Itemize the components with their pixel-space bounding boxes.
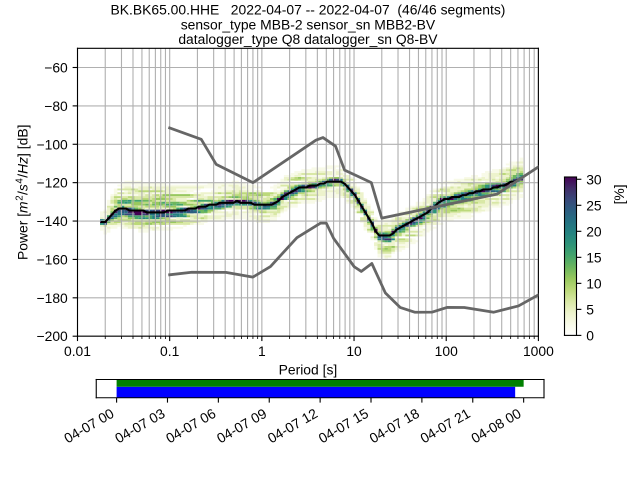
svg-text:0.01: 0.01 [64, 343, 91, 359]
svg-text:−100: −100 [37, 136, 69, 152]
svg-text:P o w e: P o w e r [ / / ] [ d B ] m s H z 2 4 [2, 119, 32, 260]
svg-text:100: 100 [435, 343, 458, 359]
svg-text:[%]: [%] [611, 184, 627, 204]
svg-text:sensor_type MBB-2 sensor_sn MB: sensor_type MBB-2 sensor_sn MBB2-BV [181, 16, 436, 32]
svg-text:1000: 1000 [523, 343, 554, 359]
svg-text:−60: −60 [44, 60, 68, 76]
svg-text:25: 25 [586, 197, 602, 213]
svg-text:Period [s]: Period [s] [279, 361, 338, 377]
svg-text:15: 15 [586, 249, 602, 265]
svg-text:1: 1 [258, 343, 266, 359]
svg-text:−140: −140 [37, 213, 69, 229]
svg-text:−180: −180 [37, 290, 69, 306]
svg-text:datalogger_type Q8 datalogger_: datalogger_type Q8 datalogger_sn Q8-BV [178, 31, 438, 47]
svg-text:0.1: 0.1 [160, 343, 180, 359]
svg-text:−120: −120 [37, 175, 69, 191]
svg-text:5: 5 [586, 301, 594, 317]
svg-text:30: 30 [586, 171, 602, 187]
svg-text:0: 0 [586, 327, 594, 343]
svg-text:10: 10 [586, 275, 602, 291]
svg-text:BK.BK65.00.HHE 2022-04-07 --: BK.BK65.00.HHE 2022-04-07 -- 2022-04-07 … [111, 1, 506, 17]
svg-text:−80: −80 [44, 98, 68, 114]
svg-text:−160: −160 [37, 251, 69, 267]
svg-text:20: 20 [586, 223, 602, 239]
svg-text:10: 10 [346, 343, 362, 359]
svg-text:−200: −200 [37, 328, 69, 344]
